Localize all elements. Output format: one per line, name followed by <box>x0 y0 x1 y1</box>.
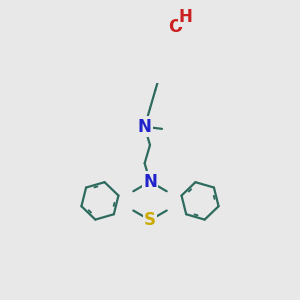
Text: N: N <box>138 118 152 136</box>
Text: S: S <box>144 211 156 229</box>
Text: N: N <box>143 172 157 190</box>
Text: H: H <box>178 8 192 26</box>
Text: O: O <box>169 18 183 36</box>
